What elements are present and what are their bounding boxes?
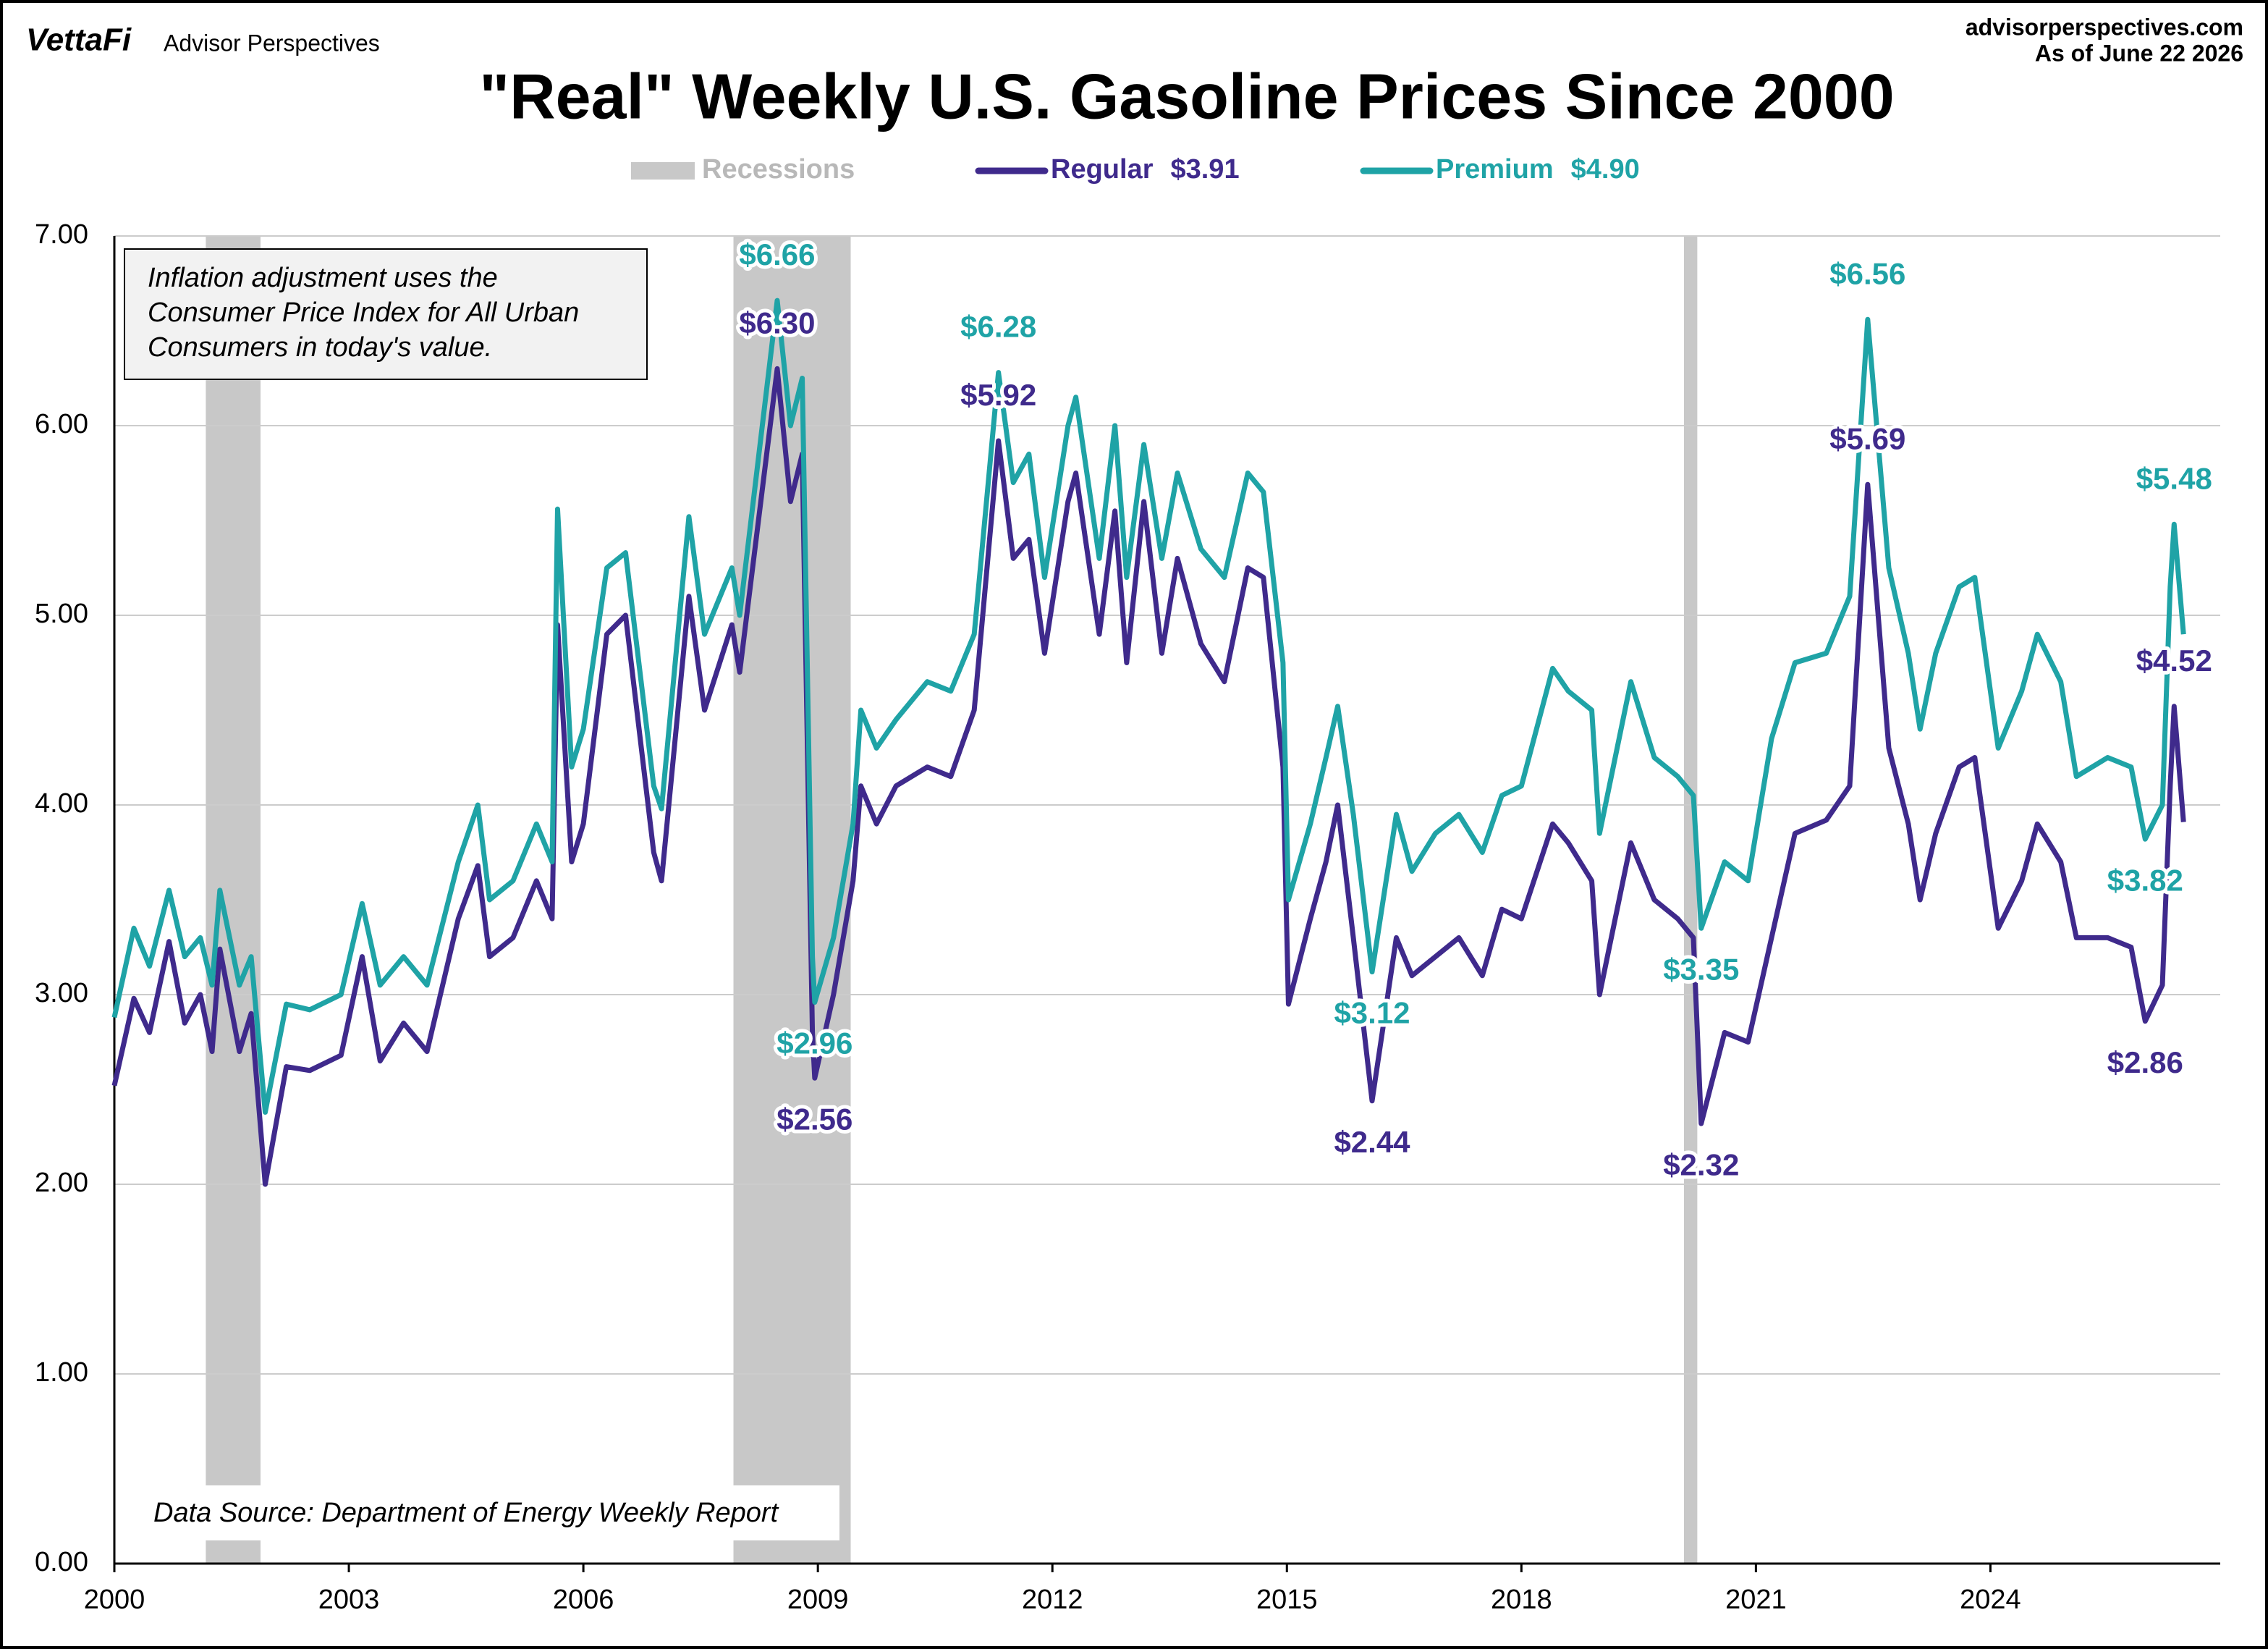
x-tick-label: 2009 [787, 1585, 849, 1615]
x-tick-label: 2006 [553, 1585, 614, 1615]
data-label: $2.96 [777, 1026, 852, 1060]
legend-label: Premium [1436, 154, 1554, 185]
legend-value: $4.90 [1571, 154, 1640, 185]
data-label: $6.56 [1829, 256, 1905, 290]
y-tick-label: 0.00 [35, 1547, 88, 1577]
recession-band [206, 236, 261, 1564]
note-box [124, 248, 648, 380]
data-label: $6.28 [960, 310, 1036, 344]
data-label: $2.56 [777, 1102, 852, 1136]
x-tick-label: 2012 [1022, 1585, 1083, 1615]
plot-area: 0.00 1.00 2.00 3.00 4.00 5.00 6.00 7.00 2000 2003… [35, 219, 2220, 1615]
note-text: Consumers in today's value. [148, 332, 492, 363]
note-text: Consumer Price Index for All Urban [148, 298, 579, 328]
x-tick-label: 2018 [1491, 1585, 1552, 1615]
data-label: $3.12 [1334, 996, 1410, 1030]
y-tick-label: 2.00 [35, 1168, 88, 1198]
data-label: $6.30 [739, 305, 815, 340]
x-tick-label: 2003 [318, 1585, 380, 1615]
data-label: $5.48 [2136, 461, 2212, 495]
legend-label: Recessions [702, 154, 855, 185]
data-label: $3.82 [2107, 863, 2183, 897]
data-label: $2.86 [2107, 1045, 2183, 1079]
data-label: $5.92 [960, 378, 1036, 412]
y-tick-label: 5.00 [35, 599, 88, 629]
brand-logo: VettaFi [26, 22, 132, 58]
data-label: $4.52 [2136, 644, 2212, 678]
series-line [111, 366, 2186, 1187]
source-bg [145, 1485, 839, 1540]
data-label: $2.32 [1663, 1147, 1739, 1181]
x-tick-label: 2015 [1256, 1585, 1318, 1615]
as-of-date: As of June 22 2026 [2035, 40, 2243, 66]
y-tick-label: 7.00 [35, 219, 88, 250]
source-text: Data Source: Department of Energy Weekly… [153, 1498, 779, 1528]
y-tick-label: 3.00 [35, 978, 88, 1008]
y-tick-label: 1.00 [35, 1357, 88, 1388]
x-tick-label: 2024 [1960, 1585, 2021, 1615]
series-line [111, 298, 2186, 1115]
recession-band [1683, 236, 1698, 1564]
y-tick-label: 4.00 [35, 788, 88, 819]
note-text: Inflation adjustment uses the [148, 263, 498, 293]
brand-subtitle: Advisor Perspectives [164, 30, 380, 56]
x-tick-label: 2000 [84, 1585, 145, 1615]
data-label: $3.35 [1663, 952, 1739, 986]
chart-title: "Real" Weekly U.S. Gasoline Prices Since… [479, 60, 1894, 132]
x-tick-label: 2021 [1725, 1585, 1787, 1615]
overlay: $6.30 $2.56 $5.92 $2.44 $2.32 $5.69 $2.86 $4.52… [124, 154, 2216, 1540]
recession-band [733, 236, 851, 1564]
data-label: $5.69 [1829, 421, 1905, 455]
legend-value: $3.91 [1170, 154, 1239, 185]
legend-label: Regular [1051, 154, 1154, 185]
data-label: $6.66 [739, 237, 815, 271]
y-tick-label: 6.00 [35, 409, 88, 439]
site: advisorperspectives.com [1966, 14, 2243, 40]
data-label: $2.44 [1334, 1125, 1410, 1159]
